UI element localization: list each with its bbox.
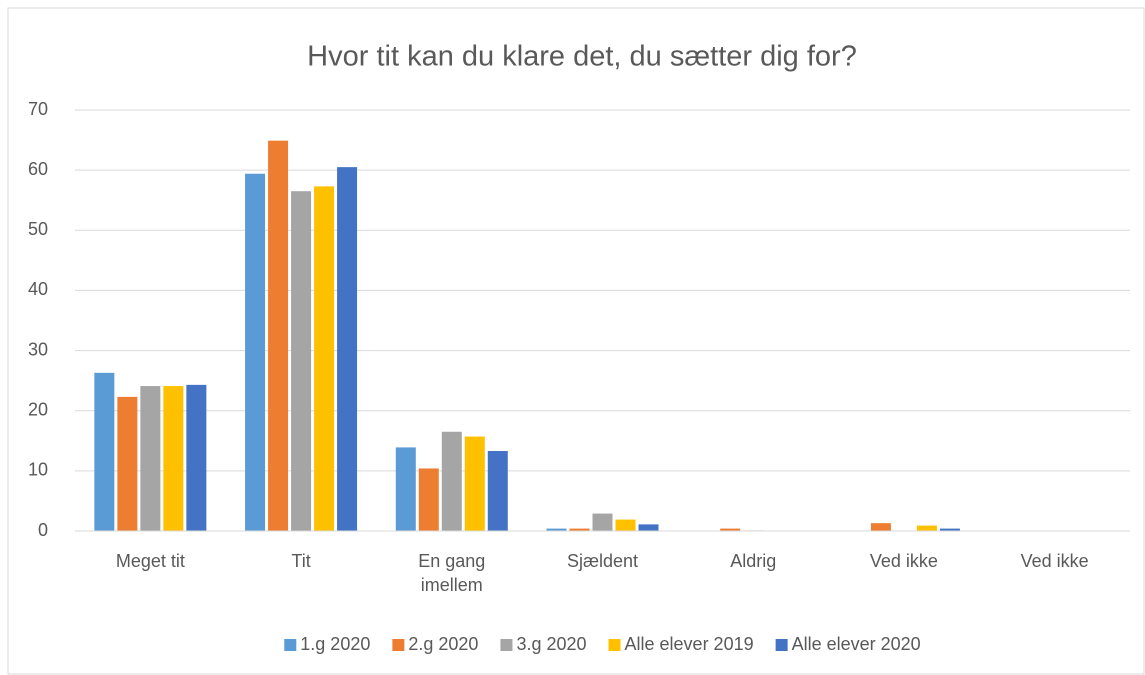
bar [94,372,115,531]
bar [487,451,508,531]
bar [418,468,439,531]
legend-label: Alle elever 2019 [625,634,754,654]
x-tick-label: Sjældent [567,551,638,571]
x-tick-label: Ved ikke [1021,551,1089,571]
y-tick-label: 60 [28,159,48,179]
bar [268,140,289,531]
legend-item: 2.g 2020 [392,634,478,654]
bar [395,447,416,531]
bar [615,519,636,531]
legend-label: Alle elever 2020 [792,634,921,654]
legend-item: 3.g 2020 [500,634,587,654]
bar [720,528,741,531]
legend-item: Alle elever 2020 [775,634,921,654]
x-tick-label: Ved ikke [870,551,938,571]
x-tick-label: Tit [291,551,310,571]
legend-swatch [608,639,621,651]
y-tick-label: 0 [38,520,48,540]
bar [314,186,335,532]
bar [592,513,613,531]
bar [464,436,485,531]
x-tick-label: Aldrig [730,551,776,571]
bar [569,528,590,531]
legend-swatch [284,639,297,651]
bar [916,525,937,531]
bar [441,431,462,531]
bar [638,524,659,531]
y-tick-label: 20 [28,399,48,419]
y-tick-label: 50 [28,219,48,239]
bar [337,167,358,531]
legend-item: 1.g 2020 [284,634,370,654]
bar [546,528,567,531]
bar [870,523,891,531]
legend-label: 2.g 2020 [408,634,478,654]
y-tick-label: 70 [28,99,48,119]
legend-swatch [500,639,513,651]
legend-swatch [775,639,788,651]
bar [163,386,184,531]
bar [186,384,207,531]
x-tick-label: En gang imellem [418,551,485,595]
bar [245,173,266,531]
legend-item: Alle elever 2019 [608,634,754,654]
legend-label: 3.g 2020 [516,634,586,654]
x-tick-label: Meget tit [116,551,185,571]
y-tick-label: 30 [28,339,48,359]
legend-swatch [392,639,405,651]
y-tick-label: 10 [28,460,48,480]
bar [117,396,138,531]
chart-border [7,7,1145,675]
chart-title: Hvor tit kan du klare det, du sætter dig… [307,41,857,73]
legend-label: 1.g 2020 [300,634,370,654]
bar [140,386,161,531]
bar [939,528,960,531]
y-tick-label: 40 [28,279,48,299]
bar [291,191,312,531]
